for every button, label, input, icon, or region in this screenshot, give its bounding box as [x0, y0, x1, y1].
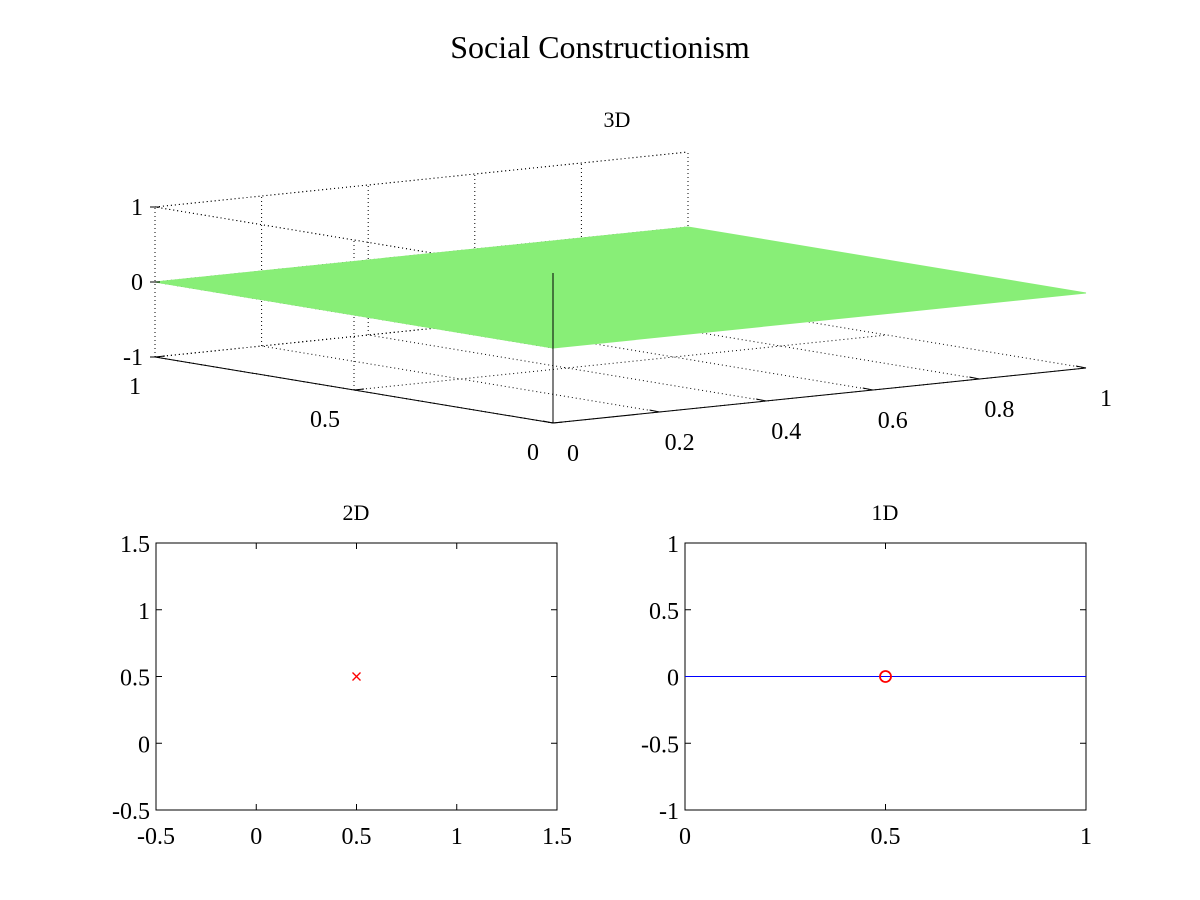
plot-2d-title: 2D	[343, 500, 370, 525]
x-marker-stroke	[352, 672, 361, 681]
x-tick-label: 0.6	[878, 408, 908, 434]
z-tick-label: 0	[131, 270, 143, 296]
x-tick-mark	[542, 420, 554, 424]
x-tick-mark	[1075, 365, 1087, 369]
y-tick-label: -0.5	[112, 799, 150, 825]
x-tick-label: 0	[567, 441, 579, 467]
x-tick-label: 1	[1100, 386, 1112, 412]
x-tick-label: 1	[451, 824, 463, 850]
z-tick-label: 1	[131, 195, 143, 221]
x-tick-label: 1	[1080, 824, 1092, 850]
x-tick-label: 0.8	[984, 397, 1014, 423]
y-tick-label: 1	[667, 532, 679, 558]
plot-2d: 2D -0.5 0 0.5 1 1.5 -0.5 0 0.5 1 1.5	[112, 500, 572, 850]
y-tick-label: 1	[138, 599, 150, 625]
y-tick-label: 0	[138, 732, 150, 758]
z-tick-label: -1	[123, 345, 143, 371]
x-tick-label: 0	[679, 824, 691, 850]
y-tick-mark	[552, 421, 564, 424]
x-tick-label: 0.5	[342, 824, 372, 850]
y-tick-label: 1	[129, 374, 141, 400]
x-tick-label: 0.4	[771, 419, 801, 445]
x-tick-mark	[756, 398, 767, 402]
data-point-circle-marker	[879, 670, 892, 683]
surface-plane	[154, 226, 1087, 349]
y-tick-label: 0	[527, 440, 539, 466]
plot-3d: 3D 0 0.2 0.4 0.6 0.8 1 0 0.5 1 -1 0 1	[123, 107, 1112, 467]
figure-title: Social Constructionism	[450, 29, 750, 65]
x-axis-line	[552, 367, 1087, 424]
x-tick-mark	[969, 376, 980, 380]
x-tick-label: 1.5	[542, 824, 572, 850]
y-tick-mark	[353, 388, 365, 391]
back-grid-line	[154, 151, 689, 208]
floor-grid-line	[353, 334, 888, 391]
y-tick-label: -0.5	[641, 732, 679, 758]
y-tick-label: -1	[659, 799, 679, 825]
plot-1d-title: 1D	[872, 500, 899, 525]
data-point-x-marker	[352, 672, 361, 681]
y-tick-label: 0.5	[120, 666, 150, 692]
left-grid-line	[154, 206, 554, 274]
x-tick-label: 0	[250, 824, 262, 850]
x-tick-mark	[862, 387, 873, 391]
y-tick-label: 0.5	[310, 407, 340, 433]
x-tick-label: -0.5	[137, 824, 175, 850]
y-tick-label: 0.5	[649, 599, 679, 625]
floor-grid-line	[261, 345, 660, 413]
plot-1d: 1D 0 0.5 1 -1 -0.5 0 0.5 1	[641, 500, 1092, 850]
y-tick-label: 1.5	[120, 532, 150, 558]
x-tick-mark	[649, 409, 660, 413]
y-tick-label: 0	[667, 666, 679, 692]
plot-3d-title: 3D	[604, 107, 631, 132]
x-tick-label: 0.2	[665, 430, 695, 456]
x-tick-label: 0.5	[871, 824, 901, 850]
floor-grid-line	[368, 334, 767, 402]
